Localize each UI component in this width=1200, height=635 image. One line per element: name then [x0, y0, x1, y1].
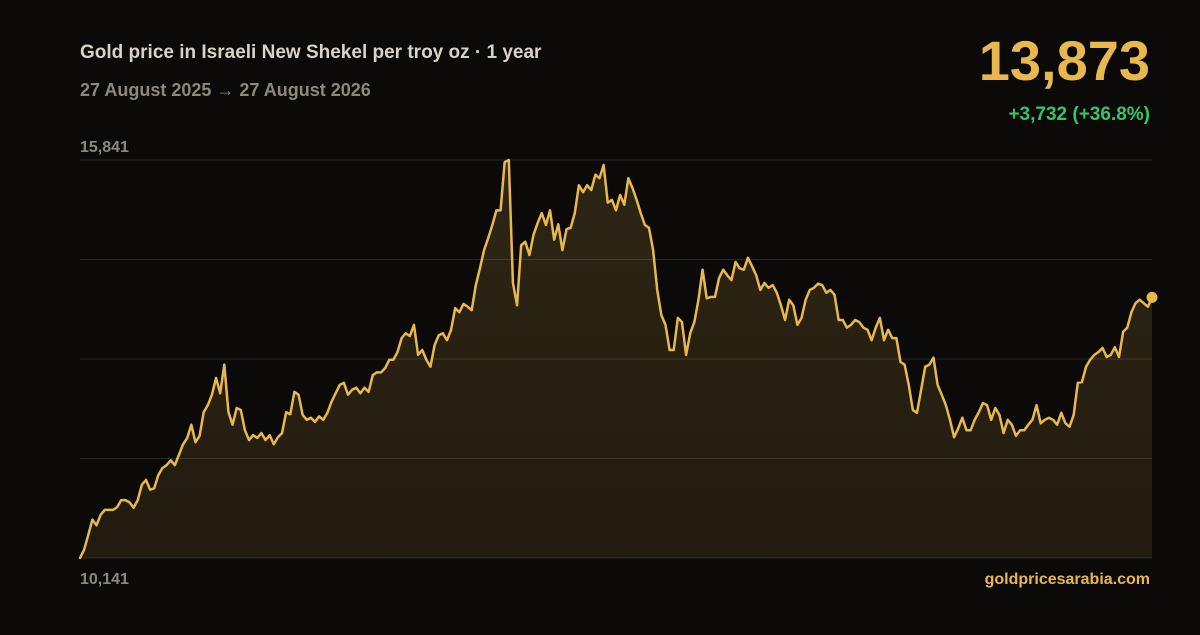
end-point: [1146, 291, 1158, 303]
y-tick-label: 15,841: [80, 139, 129, 156]
chart-title: Gold price in Israeli New Shekel per tro…: [80, 42, 542, 63]
source: goldpricesarabia.com: [985, 571, 1150, 588]
price-line: [78, 158, 1154, 560]
area: [80, 160, 1152, 558]
price-change: +3,732 (+36.8%): [1008, 104, 1150, 125]
plot: [78, 158, 1158, 560]
current-price: 13,873: [979, 29, 1150, 92]
chart-subtitle: 27 August 2025 → 27 August 2026: [80, 80, 371, 100]
y-tick-label: 10,141: [80, 571, 129, 588]
